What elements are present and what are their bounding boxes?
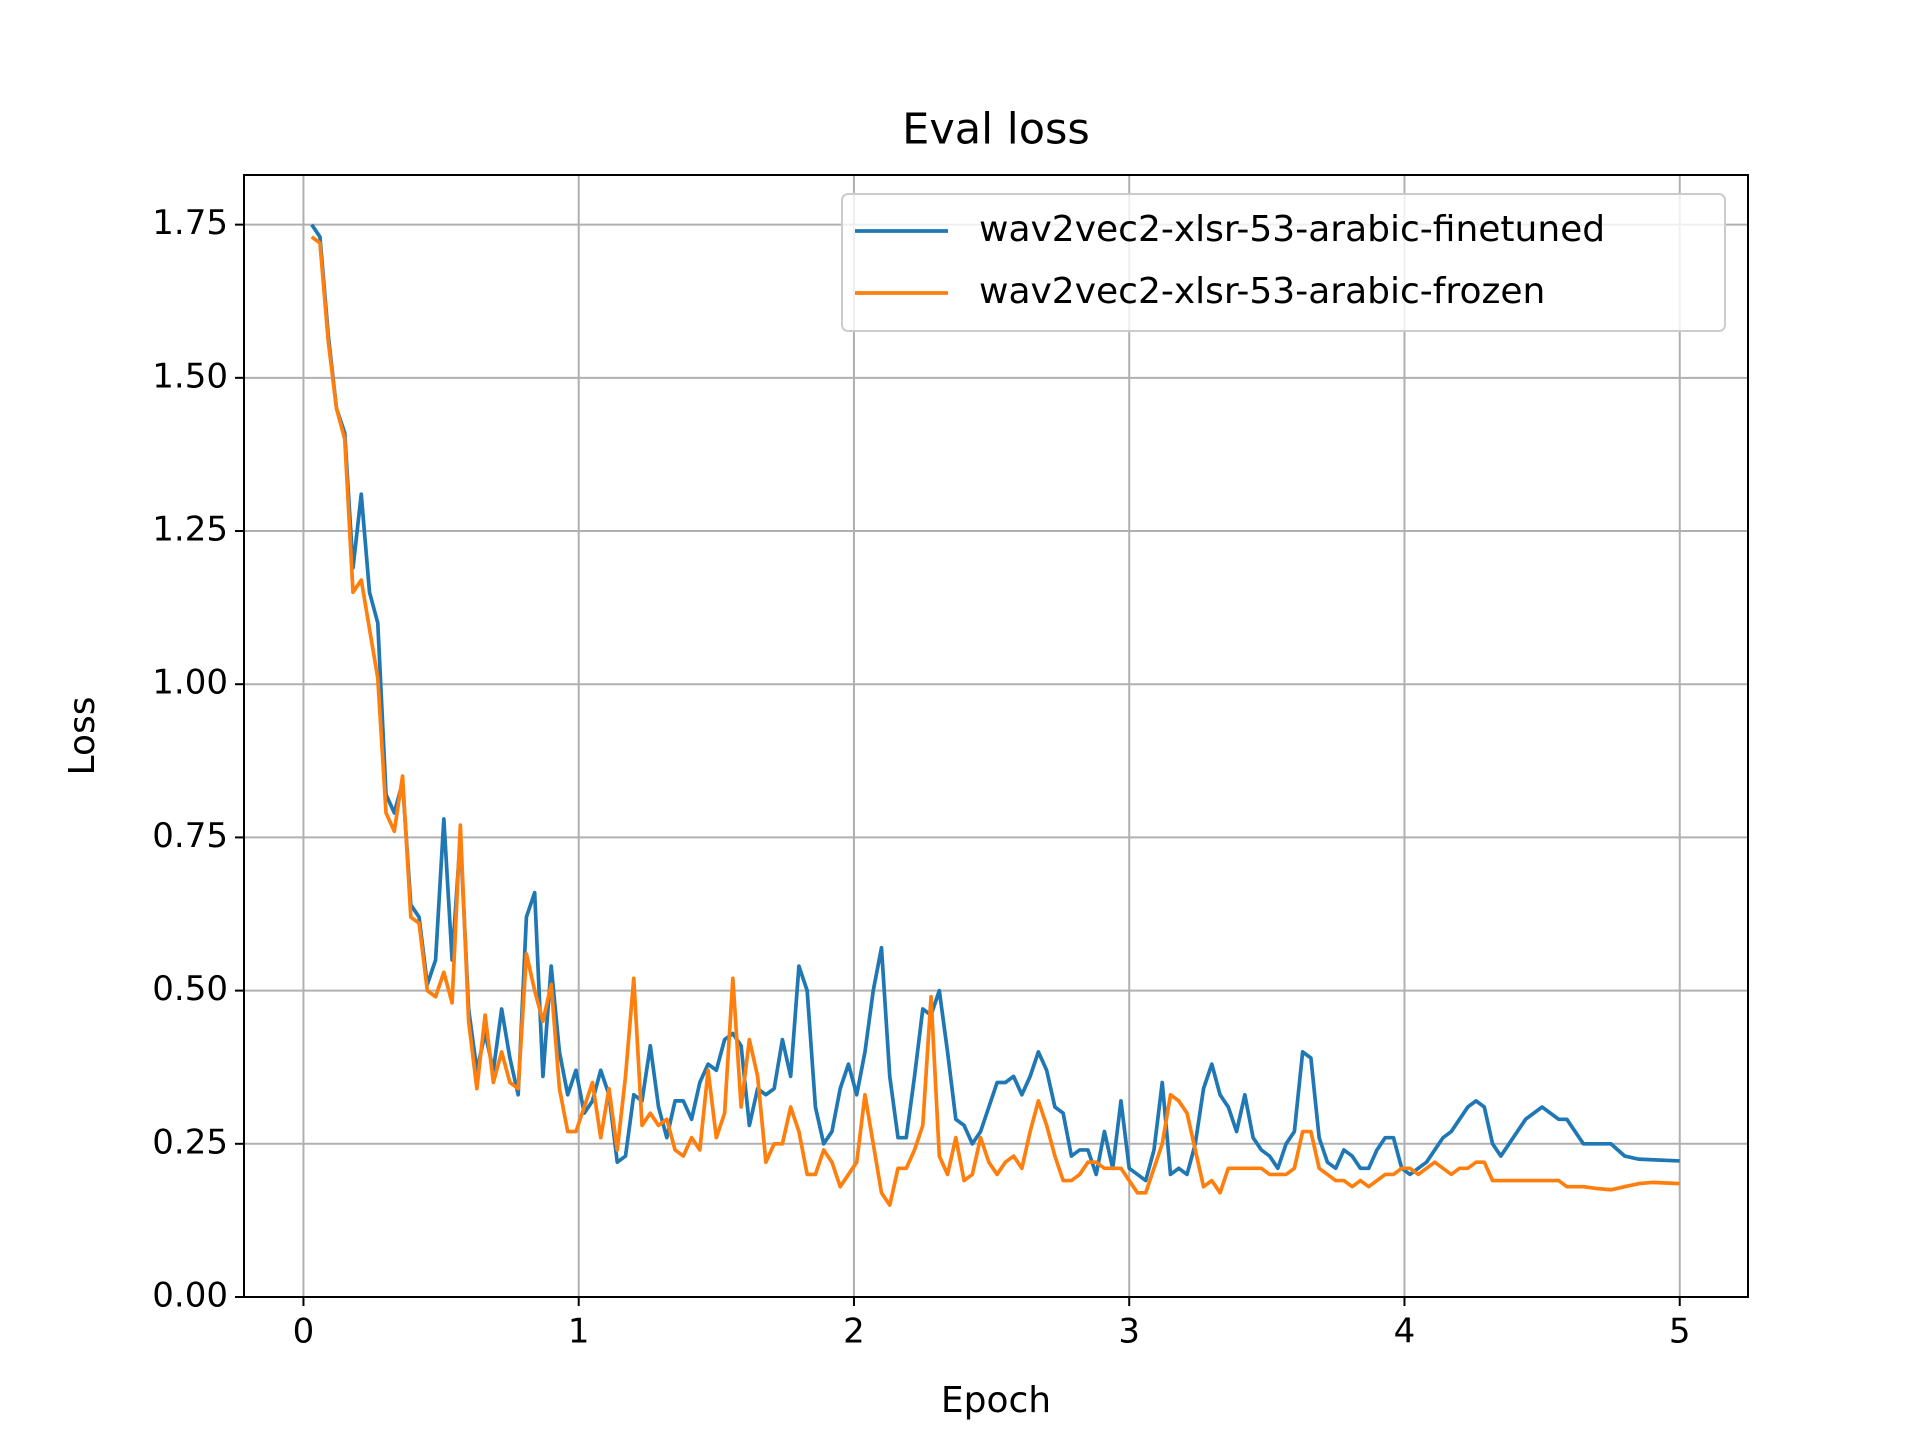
y-tick-label: 0.00: [152, 1276, 228, 1316]
x-axis-label: Epoch: [941, 1380, 1051, 1421]
y-tick-label: 1.75: [152, 203, 228, 243]
y-axis-label: Loss: [62, 697, 103, 776]
x-tick-label: 5: [1669, 1312, 1691, 1352]
y-tick-label: 0.50: [152, 969, 228, 1009]
x-tick-label: 4: [1394, 1312, 1416, 1352]
y-tick-label: 1.25: [152, 510, 228, 550]
legend-label: wav2vec2-xlsr-53-arabic-finetuned: [979, 209, 1605, 250]
y-tick-label: 1.50: [152, 356, 228, 396]
x-tick-label: 3: [1118, 1312, 1140, 1352]
series-line: [310, 223, 1680, 1183]
legend-box: [841, 193, 1726, 332]
x-tick-label: 2: [843, 1312, 865, 1352]
legend-label: wav2vec2-xlsr-53-arabic-frozen: [979, 271, 1545, 312]
plot-frame: [243, 174, 1749, 1298]
chart-title: Eval loss: [902, 105, 1090, 155]
y-tick-label: 1.00: [152, 663, 228, 703]
y-tick-label: 0.25: [152, 1122, 228, 1162]
y-tick-label: 0.75: [152, 816, 228, 856]
x-tick-label: 1: [568, 1312, 590, 1352]
x-tick-label: 0: [293, 1312, 315, 1352]
series-line: [310, 235, 1680, 1207]
